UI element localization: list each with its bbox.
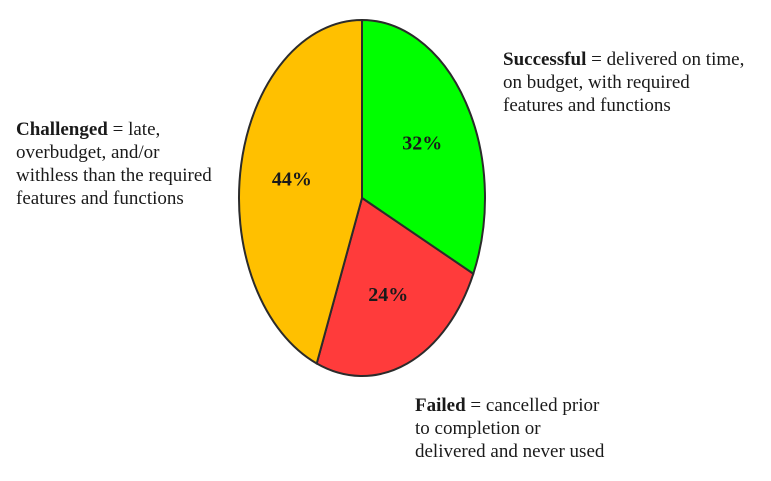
slice-label-challenged: 44% — [272, 169, 312, 191]
pie-slice-challenged — [238, 18, 363, 366]
annotation-challenged: Challenged = late, overbudget, and/or wi… — [16, 118, 212, 210]
annotation-challenged-line: overbudget, and/or — [16, 142, 160, 163]
annotation-failed-line: to completion or — [415, 418, 541, 439]
annotation-challenged-term: Challenged — [16, 119, 108, 140]
slice-label-successful: 32% — [402, 133, 442, 155]
annotation-successful: Successful = delivered on time, on budge… — [503, 48, 744, 117]
annotation-successful-line: features and functions — [503, 95, 671, 116]
annotation-successful-definition: = delivered on time, — [586, 49, 745, 70]
annotation-challenged-line: withless than the required — [16, 165, 212, 186]
pie-slice-failed — [315, 196, 475, 377]
annotation-successful-term: Successful — [503, 49, 587, 70]
annotation-successful-line: on budget, with required — [503, 72, 690, 93]
pie-slice-successful — [361, 18, 486, 276]
annotation-failed-term: Failed — [415, 395, 466, 416]
annotation-failed-line: delivered and never used — [415, 441, 605, 462]
annotation-challenged-definition: = late, — [107, 119, 161, 140]
slice-label-failed: 24% — [368, 284, 408, 306]
annotation-failed: Failed = cancelled prior to completion o… — [415, 394, 604, 463]
annotation-challenged-line: features and functions — [16, 188, 184, 209]
annotation-failed-definition: = cancelled prior — [465, 395, 600, 416]
